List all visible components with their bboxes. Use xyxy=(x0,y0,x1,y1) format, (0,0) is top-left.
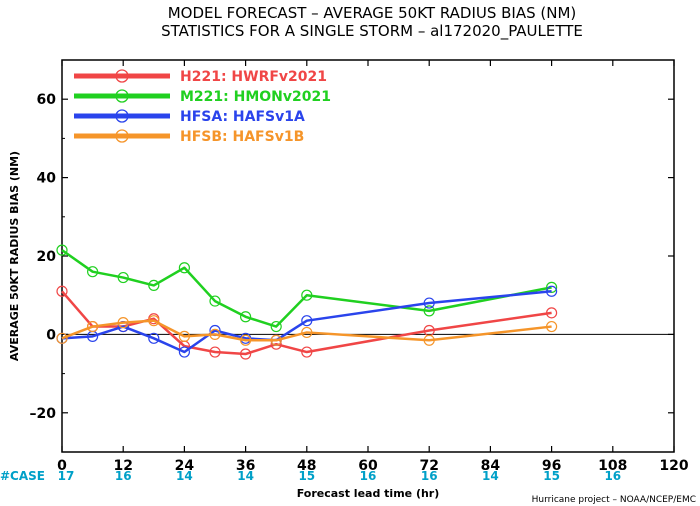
plot-area xyxy=(61,59,675,453)
data-point xyxy=(86,266,99,278)
series-line xyxy=(61,290,552,354)
series-layer xyxy=(56,244,558,360)
series-3 xyxy=(56,315,558,346)
case-count: 16 xyxy=(360,469,377,483)
series-line xyxy=(61,290,552,356)
y-tick-label: –20 xyxy=(30,406,57,422)
data-point xyxy=(148,279,160,291)
data-point xyxy=(301,289,313,301)
data-point xyxy=(117,317,129,329)
x-tick-label: 96 xyxy=(542,458,561,474)
data-point xyxy=(117,271,129,284)
data-point xyxy=(301,315,313,327)
data-point xyxy=(545,285,558,297)
case-count: 14 xyxy=(237,469,254,483)
data-point xyxy=(148,315,160,327)
legend: H221: HWRFv2021 M221: HMONv2021 HFSA: HAFS… xyxy=(74,69,331,145)
data-point xyxy=(423,334,435,346)
x-tick-label: 60 xyxy=(358,458,378,474)
data-point xyxy=(56,244,68,256)
legend-marker xyxy=(115,69,129,83)
x-tick-label: 48 xyxy=(297,458,316,474)
legend-item: HFSB: HAFSv1B xyxy=(74,129,304,145)
legend-item: H221: HWRFv2021 xyxy=(74,69,327,85)
legend-marker xyxy=(115,129,129,143)
legend-item: M221: HMONv2021 xyxy=(74,89,331,105)
data-point xyxy=(240,334,252,346)
y-tick-label: 20 xyxy=(37,249,57,265)
y-axis-label: AVERAGE 50KT RADIUS BIAS (NM) xyxy=(8,151,21,361)
data-point xyxy=(423,297,435,309)
x-tick-label: 36 xyxy=(236,458,255,474)
case-count: 14 xyxy=(176,469,193,483)
y-tick-label: 60 xyxy=(37,92,57,108)
case-label: #CASE xyxy=(0,469,45,483)
x-axis-label: Forecast lead time (hr) xyxy=(297,487,440,500)
y-tick-label: 0 xyxy=(46,327,56,343)
case-count: 16 xyxy=(421,469,438,483)
legend-label: H221: HWRFv2021 xyxy=(180,69,327,85)
data-point xyxy=(423,305,435,317)
case-count: 14 xyxy=(482,469,499,483)
x-tick-label: 84 xyxy=(481,458,501,474)
x-tick-label: 72 xyxy=(419,458,438,474)
x-tick-label: 120 xyxy=(659,458,688,474)
axis-ticks: 0 12 24 36 48 60 72 84 96 108 120 60 40 20 0 –20 xyxy=(30,59,689,474)
case-count: 16 xyxy=(115,469,132,483)
data-point xyxy=(178,330,190,342)
data-point xyxy=(209,328,221,340)
legend-marker xyxy=(115,89,129,103)
data-point xyxy=(209,346,221,358)
data-point xyxy=(178,346,190,358)
legend-item: HFSA: HAFSv1A xyxy=(74,109,305,125)
case-count: 15 xyxy=(298,469,315,483)
case-count: 15 xyxy=(543,469,560,483)
legend-label: M221: HMONv2021 xyxy=(180,89,331,105)
x-tick-label: 0 xyxy=(57,458,67,474)
data-point xyxy=(240,348,252,360)
series-line xyxy=(61,319,552,342)
data-point xyxy=(545,320,558,333)
data-point xyxy=(178,262,190,274)
data-point xyxy=(301,346,313,358)
chart-title-line-1: MODEL FORECAST – AVERAGE 50KT RADIUS BIA… xyxy=(168,4,577,22)
data-point xyxy=(240,311,252,323)
case-count: 16 xyxy=(604,469,621,483)
data-point xyxy=(56,285,68,297)
x-tick-label: 24 xyxy=(175,458,195,474)
x-tick-label: 12 xyxy=(113,458,132,474)
legend-label: HFSA: HAFSv1A xyxy=(180,109,305,125)
data-point xyxy=(301,326,313,339)
case-counts: #CASE 17 16 14 14 15 16 16 14 15 16 xyxy=(0,469,621,483)
data-point xyxy=(56,332,68,344)
data-point xyxy=(270,334,282,346)
data-point xyxy=(209,295,221,307)
credit-text: Hurricane project – NOAA/NCEP/EMC xyxy=(532,495,696,505)
chart-title-line-2: STATISTICS FOR A SINGLE STORM – al172020… xyxy=(161,22,583,41)
series-line xyxy=(61,249,552,328)
case-count: 17 xyxy=(58,469,75,483)
series-1 xyxy=(56,244,558,333)
data-point xyxy=(86,320,99,333)
data-point xyxy=(148,332,160,344)
x-tick-label: 108 xyxy=(598,458,627,474)
data-point xyxy=(545,307,558,319)
legend-marker xyxy=(115,109,129,123)
data-point xyxy=(270,320,282,333)
y-tick-label: 40 xyxy=(37,171,57,187)
legend-label: HFSB: HAFSv1B xyxy=(180,129,304,145)
